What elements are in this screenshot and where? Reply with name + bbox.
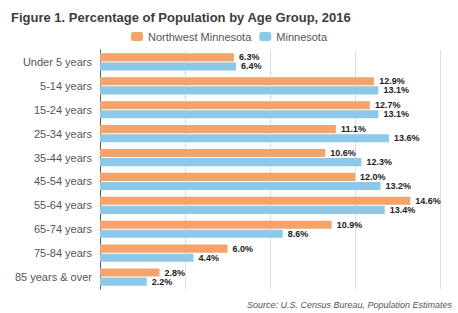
svg-text:6.0%: 6.0% — [233, 244, 254, 254]
svg-text:15-24 years: 15-24 years — [34, 104, 93, 116]
svg-text:2.8%: 2.8% — [164, 267, 185, 278]
svg-text:12.9%: 12.9% — [379, 76, 405, 87]
svg-text:55-64 years: 55-64 years — [34, 199, 93, 211]
svg-text:14.6%: 14.6% — [415, 196, 441, 206]
svg-text:12.7%: 12.7% — [374, 100, 401, 111]
svg-text:25-34 years: 25-34 years — [34, 128, 93, 140]
svg-text:75-84 years: 75-84 years — [34, 247, 93, 259]
svg-text:35-44 years: 35-44 years — [34, 152, 93, 164]
svg-text:8.6%: 8.6% — [288, 229, 309, 239]
svg-text:13.1%: 13.1% — [383, 85, 409, 95]
svg-text:12.3%: 12.3% — [366, 157, 392, 167]
svg-text:65-74 years: 65-74 years — [34, 223, 93, 235]
svg-text:13.1%: 13.1% — [383, 109, 409, 119]
svg-text:Under 5 years: Under 5 years — [23, 56, 93, 68]
svg-text:Source: U.S. Census Bureau, Po: Source: U.S. Census Bureau, Population E… — [247, 300, 453, 310]
svg-text:45-54 years: 45-54 years — [34, 175, 93, 187]
svg-text:10.6%: 10.6% — [330, 148, 356, 158]
svg-text:12.0%: 12.0% — [360, 172, 386, 182]
svg-text:10.9%: 10.9% — [337, 220, 363, 230]
svg-text:Northwest Minnesota: Northwest Minnesota — [148, 31, 252, 43]
svg-text:6.3%: 6.3% — [238, 52, 260, 63]
svg-text:13.2%: 13.2% — [386, 181, 412, 191]
svg-text:5-14 years: 5-14 years — [40, 80, 92, 92]
svg-text:13.4%: 13.4% — [390, 205, 416, 215]
svg-text:Minnesota: Minnesota — [276, 31, 328, 43]
svg-text:2.2%: 2.2% — [152, 277, 173, 287]
svg-text:13.6%: 13.6% — [394, 133, 420, 143]
svg-text:4.4%: 4.4% — [199, 253, 220, 263]
svg-text:11.1%: 11.1% — [341, 124, 366, 134]
svg-text:6.4%: 6.4% — [241, 61, 262, 71]
svg-text:85 years & over: 85 years & over — [15, 271, 92, 283]
svg-text:Figure 1. Percentage of Popula: Figure 1. Percentage of Population by Ag… — [11, 10, 351, 25]
